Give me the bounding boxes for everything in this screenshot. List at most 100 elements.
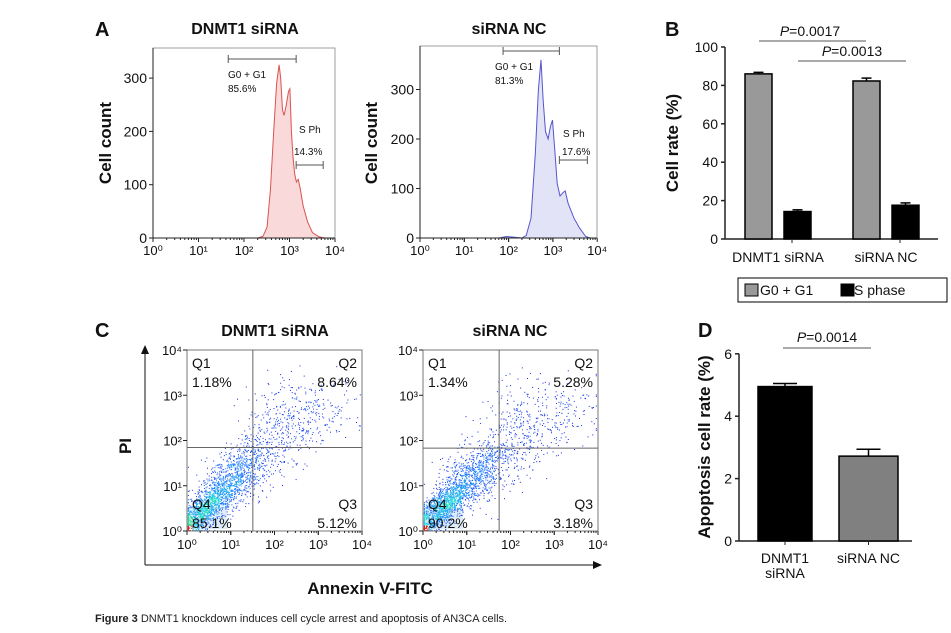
scatter-point [236, 470, 238, 472]
scatter-point [217, 476, 219, 478]
scatter-point [471, 469, 473, 471]
scatter-point [478, 478, 479, 480]
x-tick-label: 10¹ [221, 537, 240, 552]
scatter-point [230, 490, 232, 492]
scatter-point [472, 456, 474, 458]
scatter-point [242, 501, 244, 503]
scatter-point [248, 399, 250, 401]
scatter-point [236, 483, 238, 485]
scatter-point [519, 427, 520, 429]
scatter-point [245, 460, 247, 462]
scatter-point [593, 423, 595, 425]
scatter-point [284, 450, 285, 452]
scatter-point [245, 462, 247, 464]
scatter-point [485, 461, 487, 463]
scatter-point [431, 513, 433, 515]
scatter-point [481, 467, 483, 469]
scatter-point [458, 498, 460, 500]
scatter-point [236, 482, 237, 484]
scatter-point [582, 410, 584, 412]
scatter-point [244, 493, 246, 495]
scatter-point [282, 422, 284, 424]
scatter-point [190, 507, 192, 509]
scatter-point [301, 430, 303, 432]
scatter-point [497, 446, 499, 448]
scatter-point [464, 474, 466, 476]
scatter-point [429, 515, 431, 517]
scatter-point [435, 497, 437, 499]
scatter-point [460, 487, 462, 489]
scatter-point [237, 480, 239, 482]
scatter-point [500, 478, 502, 480]
scatter-point [307, 421, 309, 423]
scatter-point [331, 420, 333, 422]
scatter-point [213, 517, 215, 519]
scatter-point [257, 466, 259, 468]
scatter-point [533, 432, 535, 434]
scatter-point [321, 389, 323, 391]
scatter-point [433, 502, 435, 504]
scatter-point [480, 422, 482, 424]
scatter-point [447, 481, 449, 483]
scatter-point [298, 386, 300, 388]
scatter-point [220, 503, 222, 505]
scatter-point [283, 456, 285, 458]
scatter-point [211, 493, 213, 495]
scatter-point [191, 522, 193, 524]
scatter-point [431, 514, 433, 516]
scatter-point [428, 517, 430, 519]
scatter-point [189, 519, 191, 521]
scatter-point [431, 509, 433, 511]
scatter-point [475, 493, 477, 495]
scatter-point [295, 398, 297, 400]
scatter-point [214, 489, 216, 491]
scatter-point [489, 455, 491, 457]
scatter-point [336, 407, 338, 409]
scatter-point [462, 510, 464, 512]
scatter-point [519, 481, 521, 483]
scatter-point [236, 485, 237, 487]
scatter-point [430, 512, 431, 514]
scatter-point [215, 507, 217, 509]
scatter-point [223, 503, 225, 505]
scatter-point [236, 468, 238, 470]
scatter-point [448, 458, 450, 460]
scatter-point [307, 408, 309, 410]
scatter-point [457, 494, 459, 496]
scatter-point [200, 490, 202, 492]
scatter-point [496, 460, 498, 462]
scatter-point [529, 477, 531, 479]
scatter-point [222, 483, 224, 485]
bar [891, 204, 920, 240]
scatter-point [241, 483, 243, 485]
scatter-point [441, 506, 442, 508]
scatter-point [230, 494, 232, 496]
scatter-point [452, 494, 454, 496]
scatter-point [516, 458, 518, 460]
scatter-point [205, 515, 207, 517]
scatter-point [204, 480, 206, 482]
scatter-point [443, 514, 445, 516]
scatter-point [473, 459, 474, 461]
scatter-point [199, 519, 201, 521]
scatter-point [548, 428, 550, 430]
scatter-point [237, 458, 238, 460]
scatter-point [457, 500, 459, 502]
scatter-point [231, 476, 233, 478]
scatter-point [236, 496, 238, 498]
scatter-point [318, 418, 320, 420]
scatter-point [440, 498, 442, 500]
x-tick-label: 10⁰ [177, 537, 197, 552]
scatter-point [278, 470, 280, 472]
scatter-point [227, 491, 229, 493]
scatter-point [491, 428, 492, 430]
scatter-point [316, 399, 318, 401]
scatter-point [474, 484, 476, 486]
scatter-point [301, 440, 303, 442]
scatter-point [426, 513, 427, 515]
scatter-point [472, 420, 474, 421]
scatter-point [441, 516, 443, 518]
scatter-point [427, 505, 429, 507]
scatter-point [254, 468, 256, 470]
scatter-point [223, 484, 225, 486]
